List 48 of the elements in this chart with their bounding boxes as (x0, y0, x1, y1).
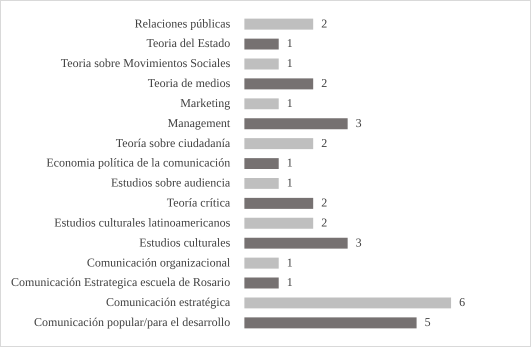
bar (244, 138, 314, 150)
data-label: 1 (286, 56, 293, 70)
data-label: 1 (286, 176, 293, 190)
data-label: 2 (321, 76, 328, 90)
y-tick-label: Teoria del Estado (146, 36, 230, 50)
bar (244, 98, 279, 110)
y-tick-label: Estudios sobre audiencia (110, 176, 231, 190)
y-tick-label: Estudios culturales (139, 235, 231, 250)
bar (244, 258, 279, 269)
y-tick-label: Comunicación organizacional (86, 255, 231, 270)
bar (244, 317, 417, 328)
bar (244, 18, 314, 30)
data-label: 1 (286, 36, 293, 50)
data-label: 5 (424, 315, 431, 329)
data-label: 2 (321, 215, 328, 230)
bar (244, 38, 279, 50)
y-tick-label: Teoría sobre ciudadanía (116, 136, 231, 150)
bar (244, 198, 314, 209)
data-label: 1 (286, 275, 293, 290)
bar (244, 58, 279, 70)
y-tick-label: Economia política de la comunicación (46, 156, 230, 170)
y-tick-label: Teoría crítica (166, 196, 231, 210)
data-label: 3 (356, 116, 362, 130)
data-label: 2 (321, 196, 328, 210)
bar (244, 278, 279, 288)
data-label: 1 (286, 156, 293, 170)
bar (244, 218, 314, 229)
bar (244, 118, 348, 130)
y-tick-label: Management (168, 116, 231, 130)
data-label: 2 (321, 136, 328, 150)
bar (244, 238, 348, 249)
data-label: 1 (286, 255, 293, 270)
y-tick-label: Estudios culturales latinoamericanos (54, 215, 231, 230)
y-tick-label: Comunicación Estrategica escuela de Rosario (10, 275, 230, 290)
data-label: 1 (286, 96, 293, 110)
y-tick-label: Teoria sobre Movimientos Sociales (60, 56, 231, 70)
bar (244, 297, 452, 308)
y-tick-label: Marketing (180, 96, 230, 110)
data-label: 3 (356, 235, 362, 250)
bar (244, 158, 279, 170)
y-tick-label: Comunicación estratégica (106, 295, 231, 310)
bar (244, 78, 314, 90)
bar (244, 178, 279, 189)
y-tick-label: Comunicación popular/para el desarrollo (34, 315, 230, 329)
y-tick-label: Relaciones públicas (134, 16, 231, 30)
data-label: 6 (459, 295, 466, 310)
data-label: 2 (321, 16, 328, 30)
y-tick-label: Teoria de medios (148, 76, 231, 90)
